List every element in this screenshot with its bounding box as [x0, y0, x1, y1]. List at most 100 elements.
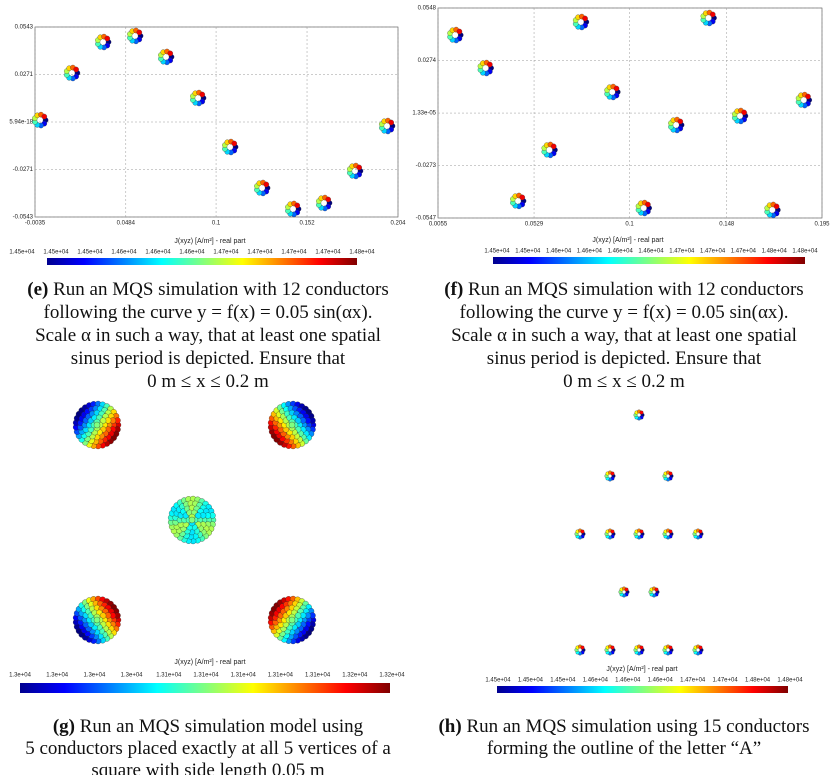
- caption: (e) Run an MQS simulation with 12 conduc…: [0, 278, 416, 393]
- colorbar-tick-label: 1.46e+04: [648, 678, 674, 684]
- y-tick-label: -0.0273: [416, 163, 437, 169]
- conductor-strand: [805, 94, 810, 99]
- colorbar-tick-label: 1.45e+04: [77, 250, 103, 256]
- conductor: [634, 529, 645, 540]
- colorbar-tick-label: 1.48e+04: [777, 678, 803, 684]
- colorbar: [47, 258, 357, 265]
- caption-line: forming the outline of the letter “A”: [416, 738, 832, 760]
- colorbar-tick-label: 1.48e+04: [792, 249, 818, 255]
- figure: -0.00350.04840.10.1520.2040.05430.02715.…: [0, 0, 832, 775]
- caption-text: following the curve y = f(x) = 0.05 sin(…: [44, 302, 373, 323]
- conductor: [510, 193, 526, 209]
- conductor-strand: [289, 617, 295, 623]
- colorbar-tick-label: 1.45e+04: [518, 678, 544, 684]
- colorbar-tick-label: 1.46e+04: [615, 678, 641, 684]
- panel-label: (h): [438, 716, 461, 737]
- conductor: [64, 65, 80, 81]
- conductor: [649, 587, 660, 598]
- caption-text: Scale α in such a way, that at least one…: [35, 325, 381, 346]
- conductor: [32, 112, 48, 128]
- conductor: [478, 60, 494, 76]
- conductor-strand: [742, 110, 747, 115]
- conductor: [663, 471, 674, 482]
- conductor: [732, 108, 748, 124]
- x-tick-label: 0.1: [212, 221, 221, 227]
- conductor: [605, 645, 616, 656]
- conductor-strand: [645, 202, 650, 207]
- colorbar-tick-label: 1.31e+04: [156, 673, 182, 679]
- conductor-strand: [94, 617, 100, 623]
- colorbar-tick-label: 1.31e+04: [305, 673, 331, 679]
- colorbar-tick-label: 1.45e+04: [43, 250, 69, 256]
- conductor-strand: [625, 588, 629, 592]
- conductor: [268, 401, 316, 449]
- conductor: [447, 27, 463, 43]
- conductor-strand: [137, 30, 142, 35]
- colorbar-tick-label: 1.3e+04: [83, 673, 106, 679]
- conductor: [127, 28, 143, 44]
- conductor-strand: [42, 114, 47, 119]
- colorbar-title: J(xyz) [A/m²] - real part: [174, 659, 245, 666]
- conductor-strand: [611, 646, 615, 650]
- x-tick-label: 0.0055: [429, 222, 448, 228]
- caption: (g) Run an MQS simulation model using5 c…: [0, 716, 416, 775]
- conductor-strand: [710, 12, 715, 17]
- conductor-strand: [94, 422, 100, 428]
- conductor: [634, 645, 645, 656]
- colorbar-tick-label: 1.45e+04: [485, 678, 511, 684]
- conductor: [190, 90, 206, 106]
- caption-text: 0 m ≤ x ≤ 0.2 m: [563, 371, 685, 392]
- caption-line: (h) Run an MQS simulation using 15 condu…: [416, 716, 832, 738]
- colorbar-tick-label: 1.47e+04: [731, 249, 757, 255]
- conductor: [575, 529, 586, 540]
- y-tick-label: 0.0274: [418, 58, 437, 64]
- y-tick-label: 0.0543: [15, 25, 34, 31]
- conductor-strand: [611, 530, 615, 534]
- caption-line: sinus period is depicted. Ensure that: [416, 347, 832, 370]
- caption-text: square with side length 0.05 m: [91, 760, 324, 775]
- colorbar-tick-label: 1.46e+04: [111, 250, 137, 256]
- panel-label: (e): [27, 279, 48, 300]
- conductor-strand: [640, 646, 644, 650]
- caption-text: Scale α in such a way, that at least one…: [451, 325, 797, 346]
- colorbar-tick-label: 1.45e+04: [550, 678, 576, 684]
- conductor-strand: [614, 86, 619, 91]
- conductor-strand: [581, 530, 585, 534]
- panel-label: (g): [53, 716, 75, 737]
- conductor-strand: [200, 92, 205, 97]
- conductor-strand: [611, 472, 615, 476]
- conductor-strand: [669, 646, 673, 650]
- conductor: [693, 529, 704, 540]
- colorbar-tick-label: 1.32e+04: [342, 673, 368, 679]
- caption: (h) Run an MQS simulation using 15 condu…: [416, 716, 832, 760]
- caption-text: Run an MQS simulation with 12 conductors: [468, 279, 804, 300]
- conductor: [765, 202, 781, 218]
- conductor: [605, 471, 616, 482]
- colorbar-title: J(xyz) [A/m²] - real part: [606, 666, 677, 673]
- x-tick-label: 0.204: [390, 221, 406, 227]
- caption-text: sinus period is depicted. Ensure that: [487, 348, 761, 369]
- colorbar: [497, 686, 788, 693]
- caption-text: Run an MQS simulation model using: [80, 716, 363, 737]
- colorbar-tick-label: 1.46e+04: [608, 249, 634, 255]
- caption-line: Scale α in such a way, that at least one…: [0, 324, 416, 347]
- conductor-strand: [168, 51, 173, 56]
- caption-line: (e) Run an MQS simulation with 12 conduc…: [0, 278, 416, 301]
- conductor: [347, 163, 363, 179]
- colorbar-tick-label: 1.48e+04: [349, 250, 375, 256]
- colorbar: [20, 683, 390, 693]
- colorbar-tick-label: 1.47e+04: [700, 249, 726, 255]
- caption-line: Scale α in such a way, that at least one…: [416, 324, 832, 347]
- caption-line: 5 conductors placed exactly at all 5 ver…: [0, 738, 416, 760]
- conductor: [168, 496, 216, 544]
- colorbar-tick-label: 1.45e+04: [9, 250, 35, 256]
- colorbar: [493, 257, 805, 264]
- caption-line: 0 m ≤ x ≤ 0.2 m: [416, 370, 832, 393]
- caption: (f) Run an MQS simulation with 12 conduc…: [416, 278, 832, 393]
- caption-text: 0 m ≤ x ≤ 0.2 m: [147, 371, 269, 392]
- conductor: [316, 195, 332, 211]
- panel-label: (f): [444, 279, 463, 300]
- x-tick-label: 0.195: [814, 222, 830, 228]
- x-tick-label: 0.0484: [117, 221, 136, 227]
- y-tick-label: 1.33e-05: [412, 111, 436, 117]
